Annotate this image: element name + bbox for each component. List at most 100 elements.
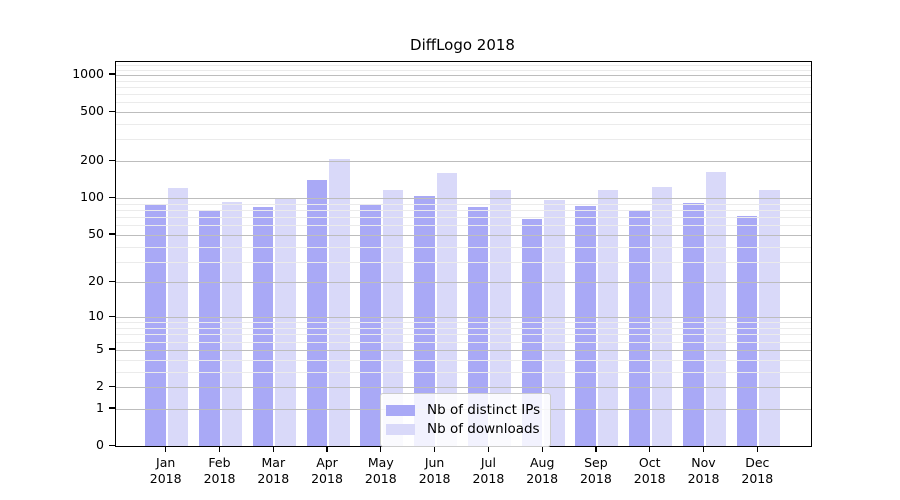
gridline-minor-1100 [116, 69, 811, 71]
x-tick-aug [541, 446, 543, 453]
y-tick-label-500: 500 [80, 103, 104, 118]
x-tick-apr [326, 446, 328, 453]
gridline-minor-80 [116, 209, 811, 211]
gridline-minor-90 [116, 203, 811, 205]
gridline-minor-600 [116, 102, 811, 104]
x-tick-label-jul: Jul 2018 [472, 455, 505, 486]
y-tick-label-0: 0 [96, 437, 104, 452]
x-tick-jun [433, 446, 436, 453]
gridline-minor-800 [116, 86, 811, 88]
legend-label-downloads: Nb of downloads [427, 421, 540, 437]
bar-jun-downloads [436, 173, 458, 446]
gridline-major-10 [116, 317, 811, 319]
x-tick-mar [272, 446, 274, 453]
y-tick-10 [109, 315, 115, 318]
gridline-major-50 [116, 234, 811, 236]
bar-apr-downloads [329, 158, 350, 446]
legend-entry-downloads: Nb of downloads [386, 421, 540, 437]
y-tick-label-1: 1 [96, 399, 104, 415]
gridline-major-500 [116, 112, 811, 113]
x-tick-label-apr: Apr 2018 [311, 455, 343, 486]
gridline-minor-7 [116, 334, 811, 336]
y-tick-label-10: 10 [88, 308, 104, 324]
gridline-major-200 [116, 161, 811, 163]
grid-layer [116, 62, 811, 446]
gridline-minor-1200 [116, 65, 811, 66]
bar-dec-distinct-ips [736, 215, 758, 446]
y-tick-label-20: 20 [88, 273, 104, 289]
gridline-major-20 [116, 282, 811, 284]
x-tick-label-sep: Sep 2018 [579, 455, 612, 486]
gridline-major-100 [116, 198, 811, 200]
gridline-minor-400 [116, 124, 811, 125]
legend-swatch-distinct-ips [386, 404, 415, 416]
gridline-minor-9 [116, 322, 811, 324]
y-tick-1 [109, 407, 115, 409]
legend-label-distinct-ips: Nb of distinct IPs [427, 402, 541, 418]
gridline-minor-4 [116, 359, 811, 361]
x-tick-label-jun: Jun 2018 [418, 455, 451, 486]
plot-area: Nb of distinct IPs Nb of downloads [115, 61, 812, 447]
y-tick-20 [109, 280, 115, 283]
gridline-minor-8 [116, 328, 811, 329]
y-tick-2 [109, 385, 115, 387]
chart-title: DiffLogo 2018 [410, 36, 515, 54]
gridline-minor-900 [116, 80, 811, 82]
gridline-minor-70 [116, 217, 811, 218]
bar-sep-distinct-ips [575, 206, 596, 446]
gridline-minor-6 [116, 341, 811, 343]
x-tick-oct [649, 446, 651, 453]
bar-jan-downloads [167, 187, 189, 446]
y-tick-100 [109, 196, 115, 198]
bar-nov-distinct-ips [683, 203, 704, 446]
x-tick-label-mar: Mar 2018 [257, 455, 290, 486]
bar-may-distinct-ips [360, 203, 381, 446]
x-tick-label-nov: Nov 2018 [687, 455, 720, 486]
legend-entry-distinct-ips: Nb of distinct IPs [386, 402, 540, 418]
y-tick-label-50: 50 [88, 225, 104, 241]
gridline-major-5 [116, 349, 811, 351]
gridline-minor-700 [116, 94, 811, 95]
x-tick-may [380, 446, 382, 453]
x-tick-sep [595, 446, 597, 453]
x-tick-label-dec: Dec 2018 [741, 455, 774, 486]
y-tick-label-5: 5 [96, 340, 104, 356]
y-tick-50 [109, 233, 115, 235]
bar-mar-distinct-ips [252, 207, 274, 446]
y-tick-5 [109, 348, 115, 350]
bar-oct-downloads [651, 187, 673, 446]
y-tick-200 [109, 159, 115, 161]
y-tick-0 [109, 444, 115, 446]
bar-jun-distinct-ips [414, 195, 435, 446]
x-tick-jul [487, 446, 490, 453]
gridline-minor-60 [116, 225, 811, 227]
gridline-minor-300 [116, 139, 811, 141]
x-tick-dec [756, 446, 758, 453]
x-tick-label-oct: Oct 2018 [633, 455, 666, 486]
legend-swatch-downloads [386, 423, 415, 435]
x-tick-label-aug: Aug 2018 [526, 455, 559, 486]
y-tick-label-100: 100 [80, 189, 104, 205]
y-tick-500 [109, 110, 115, 112]
bar-jul-distinct-ips [467, 206, 489, 446]
gridline-major-1000 [116, 74, 811, 76]
bars-layer [116, 62, 811, 446]
y-tick-label-200: 200 [80, 152, 104, 168]
x-tick-feb [218, 446, 221, 453]
bar-aug-distinct-ips [521, 218, 543, 446]
legend: Nb of distinct IPs Nb of downloads [380, 393, 552, 447]
x-tick-label-feb: Feb 2018 [203, 455, 236, 486]
x-tick-label-may: May 2018 [364, 455, 397, 486]
gridline-major-2 [116, 387, 811, 388]
bar-jan-distinct-ips [145, 204, 166, 446]
gridline-minor-40 [116, 246, 811, 248]
bar-feb-downloads [221, 201, 242, 446]
x-tick-jan [165, 446, 167, 453]
bar-nov-downloads [705, 171, 726, 446]
gridline-minor-3 [116, 371, 811, 373]
x-tick-label-jan: Jan 2018 [149, 455, 182, 486]
y-tick-label-1000: 1000 [72, 65, 104, 81]
y-tick-1000 [109, 73, 115, 75]
x-tick-nov [702, 446, 705, 453]
